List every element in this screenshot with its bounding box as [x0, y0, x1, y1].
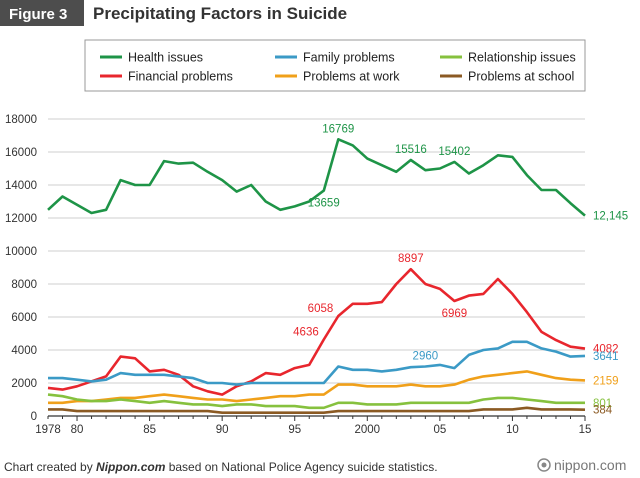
data-label-health: 12,145 — [593, 211, 628, 223]
x-tick-label: 80 — [71, 424, 84, 436]
data-label-health: 15516 — [395, 144, 427, 156]
y-tick-label: 12000 — [5, 213, 37, 225]
series-line-financial — [47, 267, 586, 396]
credit-prefix: Chart created by — [4, 460, 96, 474]
y-tick-label: 18000 — [5, 114, 37, 126]
data-label-financial: 4082 — [593, 344, 619, 356]
data-labels: 13659 16769 15516 15402 12,145 4636 6058 8897 69… — [293, 123, 628, 416]
data-label-school: 384 — [593, 405, 613, 417]
footer-logo: nippon.com — [554, 457, 626, 473]
legend-box — [84, 39, 586, 92]
credit-suffix: based on National Police Agency suicide … — [165, 460, 437, 474]
legend-label-family: Family problems — [303, 51, 395, 65]
x-tick-label: 1978 — [35, 424, 61, 436]
chart-title: Precipitating Factors in Suicide — [93, 4, 347, 23]
data-label-health: 16769 — [322, 123, 354, 135]
figure-label: Figure 3 — [9, 6, 67, 23]
x-tick-label: 90 — [216, 424, 229, 436]
y-tick-label: 6000 — [11, 312, 37, 324]
series-line-school — [48, 406, 586, 415]
y-tick-label: 16000 — [5, 147, 37, 159]
legend-label-school: Problems at school — [468, 70, 574, 84]
grid — [48, 118, 585, 384]
data-label-family: 3641 — [593, 351, 619, 363]
data-label-work: 2159 — [593, 375, 619, 387]
data-label-financial: 6058 — [308, 303, 334, 315]
nippon-logo-icon — [537, 458, 551, 472]
series-lines — [47, 138, 586, 415]
y-tick-label: 10000 — [5, 246, 37, 258]
series-line-family — [48, 340, 586, 386]
data-label-relationship: 801 — [593, 398, 612, 410]
y-tick-label: 8000 — [11, 279, 37, 291]
legend-label-relationship: Relationship issues — [468, 51, 576, 65]
figure-badge — [0, 0, 84, 26]
nippon-logo-dot-icon — [541, 462, 547, 468]
legend-label-health: Health issues — [128, 51, 203, 65]
data-label-health: 13659 — [308, 198, 340, 210]
credit-site: Nippon.com — [96, 460, 166, 474]
data-label-financial: 4636 — [293, 327, 319, 339]
y-tick-label: 0 — [31, 411, 37, 423]
x-tick-label: 85 — [143, 424, 156, 436]
data-label-health: 15402 — [438, 146, 470, 158]
series-line-health — [47, 138, 586, 217]
series-line-work — [48, 370, 586, 405]
y-tick-label: 4000 — [11, 345, 37, 357]
legend: Health issues Family problems Relationship… — [100, 51, 576, 84]
data-label-financial: 8897 — [398, 253, 424, 265]
x-tick-label: 15 — [579, 424, 592, 436]
legend-label-financial: Financial problems — [128, 70, 233, 84]
y-tick-label: 2000 — [11, 378, 37, 390]
series-line-relationship — [47, 393, 585, 410]
footer-credit: Chart created by Nippon.com based on Nat… — [4, 460, 438, 474]
y-tick-label: 14000 — [5, 180, 37, 192]
x-tick-label: 05 — [433, 424, 446, 436]
data-label-financial: 6969 — [442, 308, 468, 320]
x-tick-label: 2000 — [355, 424, 381, 436]
axes: 0 2000 4000 6000 8000 10000 12000 14000 16000 180… — [5, 114, 591, 436]
x-tick-label: 10 — [506, 424, 519, 436]
legend-label-work: Problems at work — [303, 70, 400, 84]
data-label-family: 2960 — [413, 351, 439, 363]
x-tick-label: 95 — [288, 424, 301, 436]
